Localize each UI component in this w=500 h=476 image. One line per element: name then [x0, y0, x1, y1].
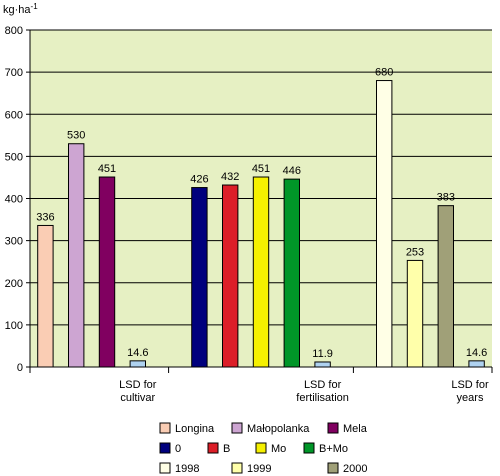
- bar: [252, 176, 270, 368]
- y-tick-label: 100: [5, 320, 23, 332]
- legend-swatch: [207, 442, 219, 454]
- bar: [68, 143, 85, 368]
- legend-label: 1999: [247, 463, 271, 475]
- legend: Longina Małopolanka Mela 0 B Mo B+Mo 1998 1999 20…: [159, 422, 368, 475]
- legend-swatch: [327, 422, 339, 434]
- y-tick-label: 800: [5, 25, 23, 37]
- y-tick-label: 300: [5, 236, 23, 248]
- bar-value-label: 432: [221, 171, 239, 183]
- y-tick-label: 600: [5, 109, 23, 121]
- legend-label: B+Mo: [319, 443, 348, 455]
- lsd-axis-label: cultivar: [120, 392, 155, 404]
- bar-value-label: 426: [190, 174, 208, 186]
- bar-value-label: 446: [283, 165, 301, 177]
- lsd-bar: [468, 360, 485, 368]
- lsd-value-label: 11.9: [312, 348, 333, 360]
- legend-swatch: [231, 462, 243, 474]
- legend-label: Mela: [343, 423, 368, 435]
- lsd-axis-label: LSD for: [304, 379, 342, 391]
- legend-swatch: [159, 422, 171, 434]
- legend-swatch: [255, 442, 267, 454]
- legend-label: 1998: [175, 463, 199, 475]
- legend-swatch: [327, 462, 339, 474]
- legend-label: B: [223, 443, 230, 455]
- y-tick-label: 700: [5, 67, 23, 79]
- bar: [98, 176, 116, 368]
- legend-label: 2000: [343, 463, 367, 475]
- lsd-axis-label: LSD for: [451, 379, 489, 391]
- bar: [37, 224, 54, 368]
- legend-label: 0: [175, 443, 181, 455]
- bar: [376, 80, 393, 368]
- y-tick-label: 400: [5, 194, 23, 206]
- bar: [222, 184, 239, 368]
- y-tick-label: 500: [5, 151, 23, 163]
- bars: 336 530 451 14.6 426 432 451 446 11.9 680 253 383 14…: [36, 67, 487, 368]
- legend-label: Longina: [175, 423, 215, 435]
- legend-swatch: [231, 422, 243, 434]
- lsd-bar: [129, 360, 147, 368]
- legend-swatch: [159, 442, 171, 454]
- legend-label: Mo: [271, 443, 286, 455]
- legend-label: Małopolanka: [247, 423, 310, 435]
- y-tick-label: 200: [5, 278, 23, 290]
- legend-swatch: [303, 442, 315, 454]
- bar: [406, 259, 424, 368]
- lsd-axis-label: LSD for: [119, 379, 157, 391]
- lsd-value-label: 14.6: [466, 347, 487, 359]
- bar: [437, 205, 455, 368]
- y-axis-unit: kg·ha-1: [3, 2, 38, 16]
- bar: [191, 187, 208, 368]
- bar-value-label: 336: [36, 211, 54, 223]
- bar-value-label: 451: [98, 163, 116, 175]
- y-tick-label: 0: [17, 362, 23, 374]
- bar-value-label: 530: [67, 130, 85, 142]
- lsd-bar: [314, 361, 331, 368]
- lsd-axis-label: years: [457, 392, 484, 404]
- lsd-axis-label: fertilisation: [296, 392, 349, 404]
- bar-value-label: 383: [437, 192, 455, 204]
- lsd-value-label: 14.6: [127, 347, 148, 359]
- bar-value-label: 680: [375, 67, 393, 79]
- bar: [283, 178, 301, 368]
- bar-value-label: 451: [252, 163, 270, 175]
- legend-swatch: [159, 462, 171, 474]
- bar-value-label: 253: [406, 246, 424, 258]
